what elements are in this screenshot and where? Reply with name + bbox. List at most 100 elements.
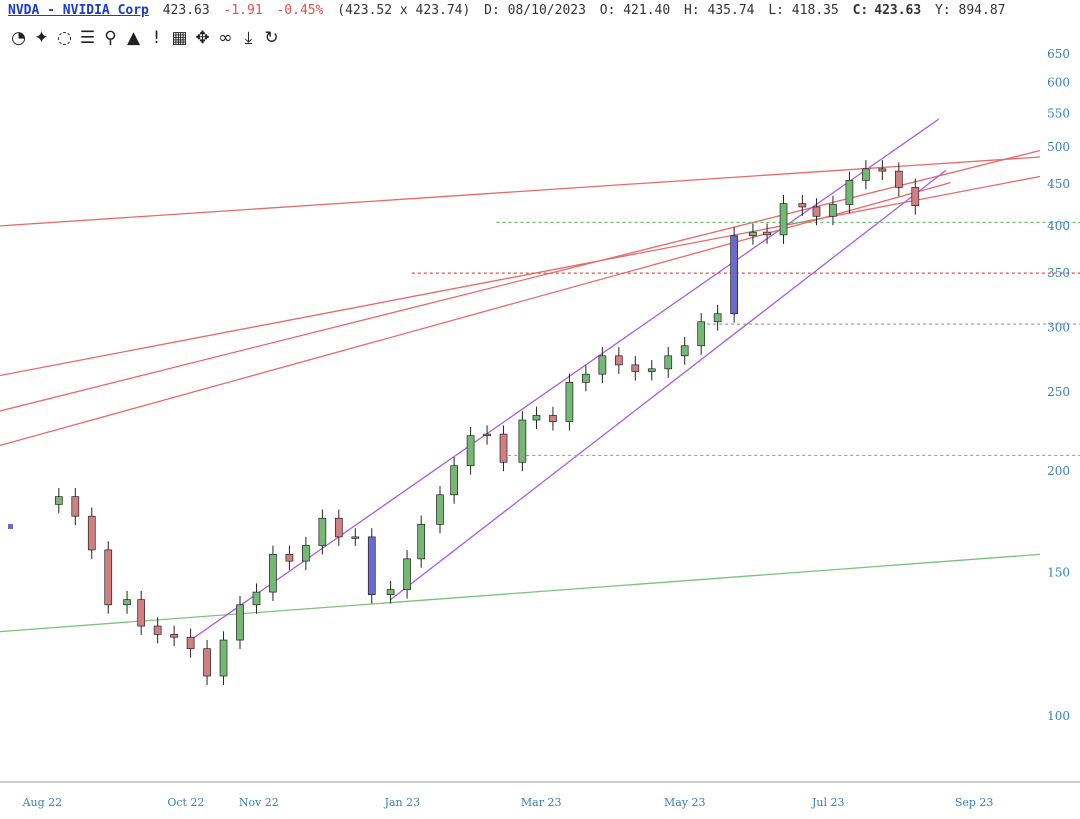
candle (351, 528, 360, 546)
candle (911, 178, 920, 215)
y-tick-label: 450 (1047, 177, 1070, 191)
candle (518, 411, 527, 472)
calendar-icon[interactable]: ▦ (171, 28, 188, 48)
x-tick-label: Oct 22 (167, 796, 204, 809)
x-tick-label: Jan 23 (384, 796, 421, 809)
y-tick-label: 250 (1047, 385, 1070, 399)
toolbar: ◔ ✦ ◌ ☰ ⚲ ▲! ▦ ✥ ∞ ⤓ ↻ (8, 27, 282, 49)
y-tick-label: 500 (1047, 140, 1070, 154)
candle (203, 639, 211, 685)
refresh-icon[interactable]: ↻ (264, 28, 279, 48)
candle (614, 347, 623, 374)
quote-header: NVDA - NVIDIA Corp 423.63 -1.91 -0.45% (… (8, 3, 1012, 18)
dashboard-icon[interactable]: ◔ (11, 28, 26, 48)
candle (647, 360, 656, 381)
candle (466, 426, 475, 475)
close-value: 423.63 (874, 3, 922, 18)
y-tick-label: 550 (1047, 106, 1070, 120)
twitter-icon[interactable]: ✦ (34, 28, 49, 48)
candle (236, 596, 244, 649)
symbol-link[interactable]: NVDA - NVIDIA Corp (8, 3, 149, 18)
trend-line[interactable] (0, 156, 1041, 227)
candle (582, 365, 590, 392)
bid-ask: (423.52 x 423.74) (337, 3, 471, 18)
comment-icon[interactable]: ◌ (57, 28, 72, 48)
candle (829, 195, 837, 226)
candle (104, 541, 113, 614)
candle (565, 373, 574, 431)
trend-line[interactable] (0, 553, 1041, 633)
last-price: 423.63 (162, 3, 210, 18)
candle (779, 194, 788, 244)
x-tick-label: May 23 (664, 796, 706, 809)
price-change: -1.91 (223, 3, 263, 18)
trend-line[interactable] (0, 182, 951, 447)
candle (631, 356, 640, 381)
candle (334, 509, 343, 546)
candle (123, 590, 131, 614)
candle (664, 347, 673, 378)
candle (186, 628, 195, 658)
candle (549, 406, 557, 431)
candle (417, 515, 426, 568)
candle (483, 425, 491, 445)
y-tick-label: 650 (1047, 47, 1070, 61)
candle (403, 550, 411, 599)
candle (318, 509, 327, 555)
candle (763, 223, 771, 244)
x-tick-label: Sep 23 (955, 796, 994, 809)
x-tick-label: Mar 23 (521, 796, 562, 809)
candle (450, 457, 458, 504)
candle (532, 406, 541, 429)
trend-line[interactable] (0, 175, 1041, 377)
download-icon[interactable]: ⤓ (244, 28, 253, 48)
candle (367, 528, 376, 604)
exclamation-icon[interactable]: ! (153, 28, 160, 48)
candle (285, 545, 294, 571)
candle (749, 223, 757, 245)
candle (697, 313, 706, 355)
candle (87, 507, 96, 559)
warning-icon[interactable]: ▲ (126, 28, 141, 48)
candle (812, 198, 821, 226)
candle (170, 625, 178, 647)
candle (878, 160, 887, 181)
candle (598, 347, 607, 384)
move-icon[interactable]: ✥ (195, 28, 210, 48)
left-marker (8, 524, 13, 529)
y-tick-label: 150 (1047, 566, 1070, 580)
channel-line[interactable] (190, 118, 940, 641)
candle (730, 227, 738, 323)
y-tick-label: 200 (1047, 464, 1070, 478)
link-icon[interactable]: ∞ (218, 28, 233, 48)
open-readout: O: 421.40 (599, 3, 671, 18)
candle (798, 194, 807, 216)
trend-line[interactable] (0, 149, 1041, 412)
channel-line[interactable] (390, 169, 947, 601)
close-label: C: (852, 3, 869, 18)
y-tick-label: 300 (1047, 321, 1070, 335)
list-icon[interactable]: ☰ (79, 28, 96, 48)
candle (386, 580, 395, 604)
y-tick-label: 350 (1047, 266, 1070, 280)
candle (862, 160, 870, 190)
candle (680, 337, 689, 365)
candle (499, 425, 508, 472)
price-change-pct: -0.45% (276, 3, 324, 18)
low-readout: L: 418.35 (768, 3, 839, 18)
candle (71, 487, 80, 526)
candle (436, 486, 444, 534)
y-readout: Y: 894.87 (935, 3, 1006, 18)
candle (269, 545, 277, 602)
y-tick-label: 400 (1047, 219, 1070, 233)
candle (894, 162, 903, 197)
search-icon[interactable]: ⚲ (104, 28, 117, 48)
x-tick-label: Aug 22 (22, 796, 63, 809)
candle (302, 536, 310, 571)
candle (153, 617, 162, 644)
high-readout: H: 435.74 (684, 3, 755, 18)
y-tick-label: 100 (1047, 709, 1070, 723)
candle (713, 305, 722, 331)
x-tick-label: Nov 22 (239, 796, 279, 809)
